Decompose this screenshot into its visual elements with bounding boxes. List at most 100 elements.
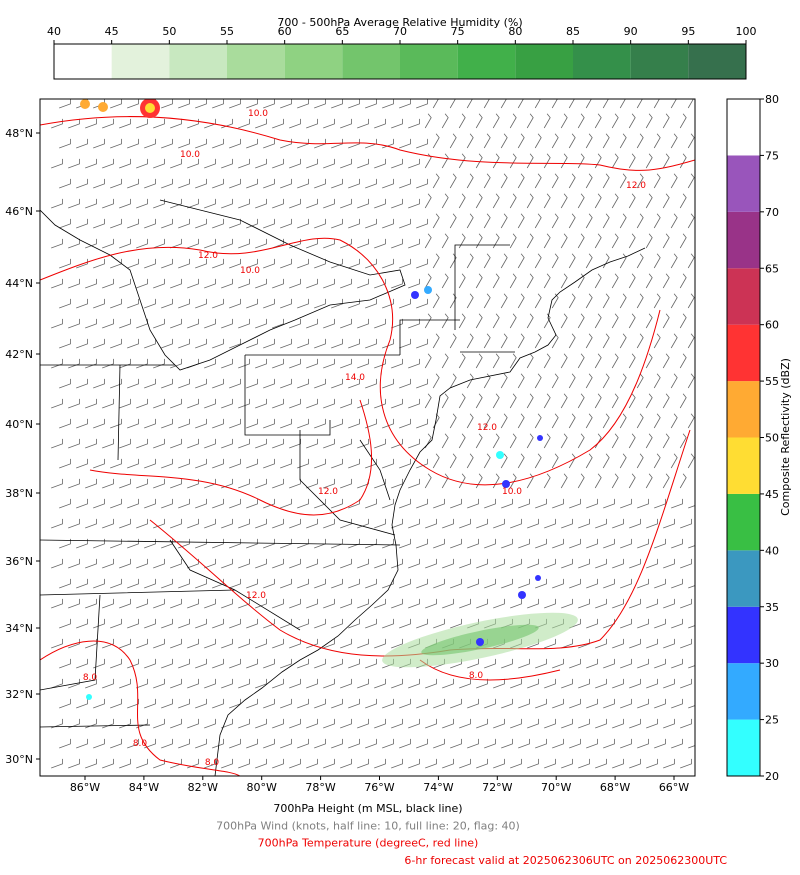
wind-barb bbox=[161, 698, 173, 709]
wind-barb bbox=[68, 358, 80, 369]
wind-barb bbox=[59, 618, 71, 629]
radar-echo bbox=[411, 291, 419, 299]
wind-barb bbox=[382, 738, 394, 749]
wind-barb bbox=[119, 198, 131, 209]
wind-barb bbox=[246, 618, 258, 629]
rh-color-bin bbox=[54, 44, 112, 79]
wind-barb bbox=[255, 758, 267, 769]
wind-barb bbox=[578, 758, 590, 769]
wind-barb bbox=[195, 738, 207, 749]
wind-barb bbox=[102, 158, 114, 169]
reflectivity-color-bin bbox=[727, 437, 760, 494]
wind-barb bbox=[594, 393, 602, 409]
wind-barb bbox=[399, 298, 411, 309]
wind-barb bbox=[476, 598, 488, 609]
wind-barb bbox=[568, 99, 575, 109]
wind-barb bbox=[289, 198, 301, 209]
wind-barb bbox=[399, 258, 411, 269]
wind-barb bbox=[127, 378, 139, 389]
wind-barb bbox=[221, 158, 233, 169]
wind-barb bbox=[670, 213, 678, 229]
wind-barb bbox=[246, 298, 258, 309]
wind-barb bbox=[374, 758, 386, 769]
wind-barb bbox=[238, 158, 250, 169]
wind-barb bbox=[289, 158, 301, 169]
wind-barb bbox=[391, 558, 403, 569]
wind-barb bbox=[323, 278, 335, 289]
wind-barb bbox=[526, 433, 534, 449]
wind-barb bbox=[408, 118, 420, 129]
wind-barb bbox=[204, 238, 216, 249]
wind-barb bbox=[595, 758, 607, 769]
wind-barb bbox=[500, 133, 508, 149]
wind-barb bbox=[408, 758, 420, 769]
wind-barb bbox=[187, 238, 199, 249]
wind-barb bbox=[466, 213, 474, 229]
wind-barb bbox=[280, 538, 292, 549]
wind-barb bbox=[459, 718, 471, 729]
wind-barb bbox=[526, 193, 534, 209]
wind-barb bbox=[382, 538, 394, 549]
wind-barb bbox=[127, 338, 139, 349]
wind-barb bbox=[670, 173, 678, 189]
wind-barb bbox=[475, 393, 483, 409]
wind-barb bbox=[399, 99, 411, 109]
wind-barb bbox=[466, 99, 473, 109]
wind-barb bbox=[382, 99, 394, 109]
wind-barb bbox=[399, 338, 411, 349]
wind-barb bbox=[637, 618, 649, 629]
wind-barb bbox=[466, 333, 474, 349]
latitude-label: 34°N bbox=[5, 622, 33, 635]
wind-barb bbox=[102, 758, 114, 769]
wind-barb bbox=[391, 278, 403, 289]
wind-barb bbox=[391, 438, 403, 449]
wind-barb bbox=[391, 478, 403, 489]
wind-barb bbox=[552, 658, 564, 669]
wind-barb bbox=[170, 678, 182, 689]
wind-barb bbox=[161, 258, 173, 269]
wind-barb bbox=[238, 478, 250, 489]
wind-barb bbox=[526, 393, 534, 409]
wind-barb bbox=[136, 158, 148, 169]
wind-barb bbox=[331, 698, 343, 709]
wind-barb bbox=[76, 698, 88, 709]
reflectivity-colorbar-label: Composite Reflectivity (dBZ) bbox=[779, 358, 792, 516]
wind-barb bbox=[510, 678, 522, 689]
wind-barb bbox=[263, 298, 275, 309]
wind-barb bbox=[365, 378, 377, 389]
wind-barb bbox=[246, 178, 258, 189]
wind-barb bbox=[323, 518, 335, 529]
wind-barb bbox=[221, 558, 233, 569]
wind-barb bbox=[569, 538, 581, 549]
wind-barb bbox=[102, 398, 114, 409]
wind-barb bbox=[59, 418, 71, 429]
wind-barb bbox=[348, 218, 360, 229]
wind-barb bbox=[212, 378, 224, 389]
rh-tick-label: 75 bbox=[451, 25, 465, 38]
wind-barb bbox=[119, 278, 131, 289]
wind-barb bbox=[93, 258, 105, 269]
wind-barb bbox=[76, 258, 88, 269]
wind-barb bbox=[195, 498, 207, 509]
wind-barb bbox=[357, 278, 369, 289]
wind-barb bbox=[263, 498, 275, 509]
wind-barb bbox=[331, 258, 343, 269]
wind-barb bbox=[603, 698, 615, 709]
wind-barb bbox=[475, 433, 483, 449]
wind-barb bbox=[178, 178, 190, 189]
wind-barb bbox=[653, 99, 660, 109]
wind-barb bbox=[653, 213, 661, 229]
wind-barb bbox=[399, 178, 411, 189]
wind-barb bbox=[331, 138, 343, 149]
wind-barb bbox=[450, 538, 462, 549]
wind-barb bbox=[450, 618, 462, 629]
wind-barb bbox=[221, 278, 233, 289]
wind-barb bbox=[510, 558, 522, 569]
wind-barb bbox=[314, 698, 326, 709]
wind-barb bbox=[85, 518, 97, 529]
wind-barb bbox=[543, 153, 551, 169]
wind-barb bbox=[382, 418, 394, 429]
rh-tick-label: 50 bbox=[162, 25, 176, 38]
wind-barb bbox=[238, 438, 250, 449]
wind-barb bbox=[306, 358, 318, 369]
